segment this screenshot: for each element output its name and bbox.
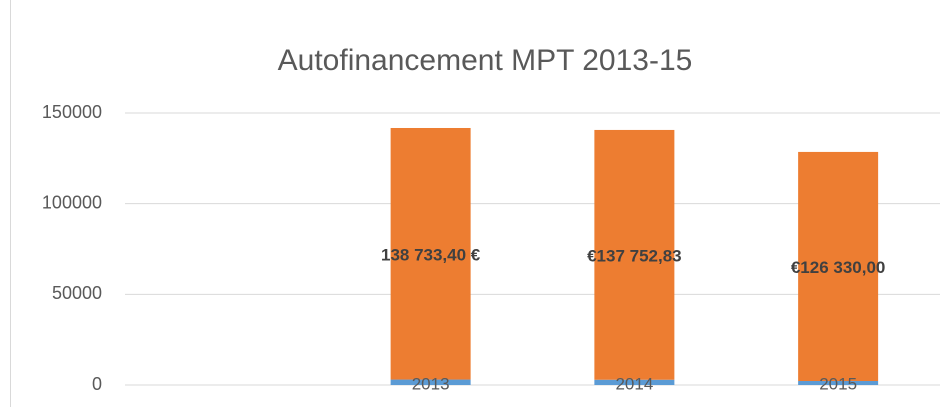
bar-segment xyxy=(798,381,879,385)
bar-segment xyxy=(390,127,471,380)
bar-segment xyxy=(594,129,675,380)
bar-segment xyxy=(390,379,471,385)
y-tick-label: 0 xyxy=(92,374,102,394)
x-tick-label: 2014 xyxy=(615,374,653,393)
y-tick-label: 150000 xyxy=(42,102,102,122)
y-tick-label: 50000 xyxy=(52,283,102,303)
bar-segment xyxy=(798,151,879,382)
data-label: €126 330,00 xyxy=(791,258,886,277)
data-label: €137 752,83 xyxy=(587,246,682,265)
bar-segment xyxy=(594,379,675,385)
x-tick-label: 2013 xyxy=(412,374,450,393)
chart-title: Autofinancement MPT 2013-15 xyxy=(278,44,693,77)
data-label: 138 733,40 € xyxy=(381,245,481,264)
x-tick-label: 2015 xyxy=(819,374,857,393)
y-tick-label: 100000 xyxy=(42,192,102,212)
